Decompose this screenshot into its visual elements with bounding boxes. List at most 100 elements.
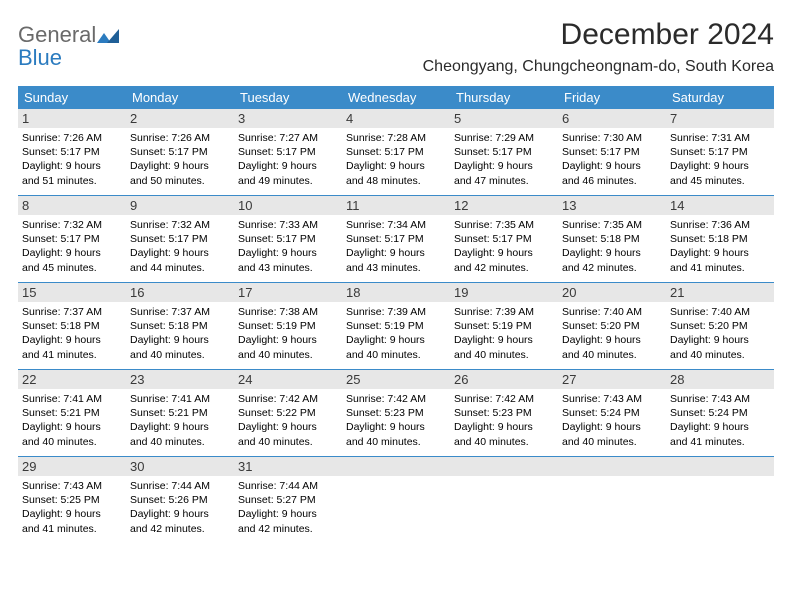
week-row: 29Sunrise: 7:43 AMSunset: 5:25 PMDayligh…: [18, 457, 774, 543]
day-number: 29: [18, 457, 126, 476]
sunrise-line: Sunrise: 7:37 AM: [130, 305, 230, 319]
daylight-line: and 46 minutes.: [562, 174, 662, 188]
sunset-line: Sunset: 5:26 PM: [130, 493, 230, 507]
day-number: 3: [234, 109, 342, 128]
day-cell: 12Sunrise: 7:35 AMSunset: 5:17 PMDayligh…: [450, 196, 558, 282]
daylight-line: and 40 minutes.: [346, 348, 446, 362]
header: General Blue December 2024 Cheongyang, C…: [18, 18, 774, 76]
day-cell: 3Sunrise: 7:27 AMSunset: 5:17 PMDaylight…: [234, 109, 342, 195]
week-row: 15Sunrise: 7:37 AMSunset: 5:18 PMDayligh…: [18, 283, 774, 370]
day-number: 26: [450, 370, 558, 389]
daylight-line: Daylight: 9 hours: [562, 246, 662, 260]
sunset-line: Sunset: 5:20 PM: [562, 319, 662, 333]
day-number: 24: [234, 370, 342, 389]
daylight-line: Daylight: 9 hours: [130, 507, 230, 521]
daylight-line: Daylight: 9 hours: [22, 507, 122, 521]
daylight-line: Daylight: 9 hours: [454, 333, 554, 347]
day-number: 19: [450, 283, 558, 302]
day-cell: 13Sunrise: 7:35 AMSunset: 5:18 PMDayligh…: [558, 196, 666, 282]
daylight-line: and 40 minutes.: [454, 348, 554, 362]
daylight-line: Daylight: 9 hours: [238, 159, 338, 173]
day-number: 16: [126, 283, 234, 302]
daylight-line: Daylight: 9 hours: [238, 333, 338, 347]
day-cell: 1Sunrise: 7:26 AMSunset: 5:17 PMDaylight…: [18, 109, 126, 195]
day-cell: 16Sunrise: 7:37 AMSunset: 5:18 PMDayligh…: [126, 283, 234, 369]
day-cell: 28Sunrise: 7:43 AMSunset: 5:24 PMDayligh…: [666, 370, 774, 456]
daylight-line: and 42 minutes.: [130, 522, 230, 536]
sunset-line: Sunset: 5:21 PM: [22, 406, 122, 420]
day-number: 31: [234, 457, 342, 476]
sunset-line: Sunset: 5:20 PM: [670, 319, 770, 333]
day-number: [342, 457, 450, 476]
day-number: 2: [126, 109, 234, 128]
sunrise-line: Sunrise: 7:42 AM: [346, 392, 446, 406]
daylight-line: Daylight: 9 hours: [670, 333, 770, 347]
daylight-line: and 44 minutes.: [130, 261, 230, 275]
sunrise-line: Sunrise: 7:42 AM: [238, 392, 338, 406]
daylight-line: and 45 minutes.: [670, 174, 770, 188]
day-number: 23: [126, 370, 234, 389]
daylight-line: Daylight: 9 hours: [346, 333, 446, 347]
day-number: 22: [18, 370, 126, 389]
daylight-line: Daylight: 9 hours: [454, 246, 554, 260]
daylight-line: Daylight: 9 hours: [562, 333, 662, 347]
daylight-line: Daylight: 9 hours: [670, 246, 770, 260]
daylight-line: and 41 minutes.: [670, 261, 770, 275]
sunrise-line: Sunrise: 7:44 AM: [130, 479, 230, 493]
sunset-line: Sunset: 5:17 PM: [130, 232, 230, 246]
daylight-line: and 47 minutes.: [454, 174, 554, 188]
brand-part1: General: [18, 22, 96, 47]
day-number: [666, 457, 774, 476]
day-number: 11: [342, 196, 450, 215]
sunset-line: Sunset: 5:22 PM: [238, 406, 338, 420]
sunset-line: Sunset: 5:23 PM: [454, 406, 554, 420]
daylight-line: Daylight: 9 hours: [346, 246, 446, 260]
day-cell: 14Sunrise: 7:36 AMSunset: 5:18 PMDayligh…: [666, 196, 774, 282]
day-cell: 19Sunrise: 7:39 AMSunset: 5:19 PMDayligh…: [450, 283, 558, 369]
day-cell: 11 Sunrise: 7:34 AMSunset: 5:17 PMDayligh…: [342, 196, 450, 282]
day-cell: [558, 457, 666, 543]
day-cell: 24Sunrise: 7:42 AMSunset: 5:22 PMDayligh…: [234, 370, 342, 456]
sunset-line: Sunset: 5:18 PM: [670, 232, 770, 246]
day-number: 9: [126, 196, 234, 215]
daylight-line: and 40 minutes.: [454, 435, 554, 449]
day-number: 12: [450, 196, 558, 215]
weekday-thursday: Thursday: [450, 86, 558, 109]
week-row: 1Sunrise: 7:26 AMSunset: 5:17 PMDaylight…: [18, 109, 774, 196]
day-cell: 20 Sunrise: 7:40 AMSunset: 5:20 PMDayligh…: [558, 283, 666, 369]
sunset-line: Sunset: 5:24 PM: [562, 406, 662, 420]
day-cell: 25Sunrise: 7:42 AMSunset: 5:23 PMDayligh…: [342, 370, 450, 456]
sunset-line: Sunset: 5:17 PM: [670, 145, 770, 159]
day-cell: 5Sunrise: 7:29 AMSunset: 5:17 PMDaylight…: [450, 109, 558, 195]
sunrise-line: Sunrise: 7:29 AM: [454, 131, 554, 145]
day-cell: [666, 457, 774, 543]
day-number: 30: [126, 457, 234, 476]
day-cell: 10Sunrise: 7:33 AMSunset: 5:17 PMDayligh…: [234, 196, 342, 282]
sunset-line: Sunset: 5:17 PM: [346, 232, 446, 246]
sunset-line: Sunset: 5:27 PM: [238, 493, 338, 507]
sunrise-line: Sunrise: 7:28 AM: [346, 131, 446, 145]
daylight-line: Daylight: 9 hours: [22, 333, 122, 347]
weekday-saturday: Saturday: [666, 86, 774, 109]
day-number: 8: [18, 196, 126, 215]
sunset-line: Sunset: 5:17 PM: [346, 145, 446, 159]
day-number: 17: [234, 283, 342, 302]
sunset-line: Sunset: 5:17 PM: [22, 232, 122, 246]
sunrise-line: Sunrise: 7:39 AM: [346, 305, 446, 319]
daylight-line: and 41 minutes.: [22, 348, 122, 362]
day-cell: 22Sunrise: 7:41 AMSunset: 5:21 PMDayligh…: [18, 370, 126, 456]
day-cell: [450, 457, 558, 543]
day-cell: 31Sunrise: 7:44 AMSunset: 5:27 PMDayligh…: [234, 457, 342, 543]
sunrise-line: Sunrise: 7:34 AM: [346, 218, 446, 232]
day-number: 10: [234, 196, 342, 215]
daylight-line: and 40 minutes.: [346, 435, 446, 449]
daylight-line: Daylight: 9 hours: [22, 159, 122, 173]
daylight-line: Daylight: 9 hours: [346, 420, 446, 434]
daylight-line: Daylight: 9 hours: [238, 246, 338, 260]
day-cell: 30 Sunrise: 7:44 AMSunset: 5:26 PMDayligh…: [126, 457, 234, 543]
day-number: 21: [666, 283, 774, 302]
day-number: 20: [558, 283, 666, 302]
daylight-line: Daylight: 9 hours: [454, 159, 554, 173]
sunrise-line: Sunrise: 7:40 AM: [562, 305, 662, 319]
day-cell: 9Sunrise: 7:32 AMSunset: 5:17 PMDaylight…: [126, 196, 234, 282]
